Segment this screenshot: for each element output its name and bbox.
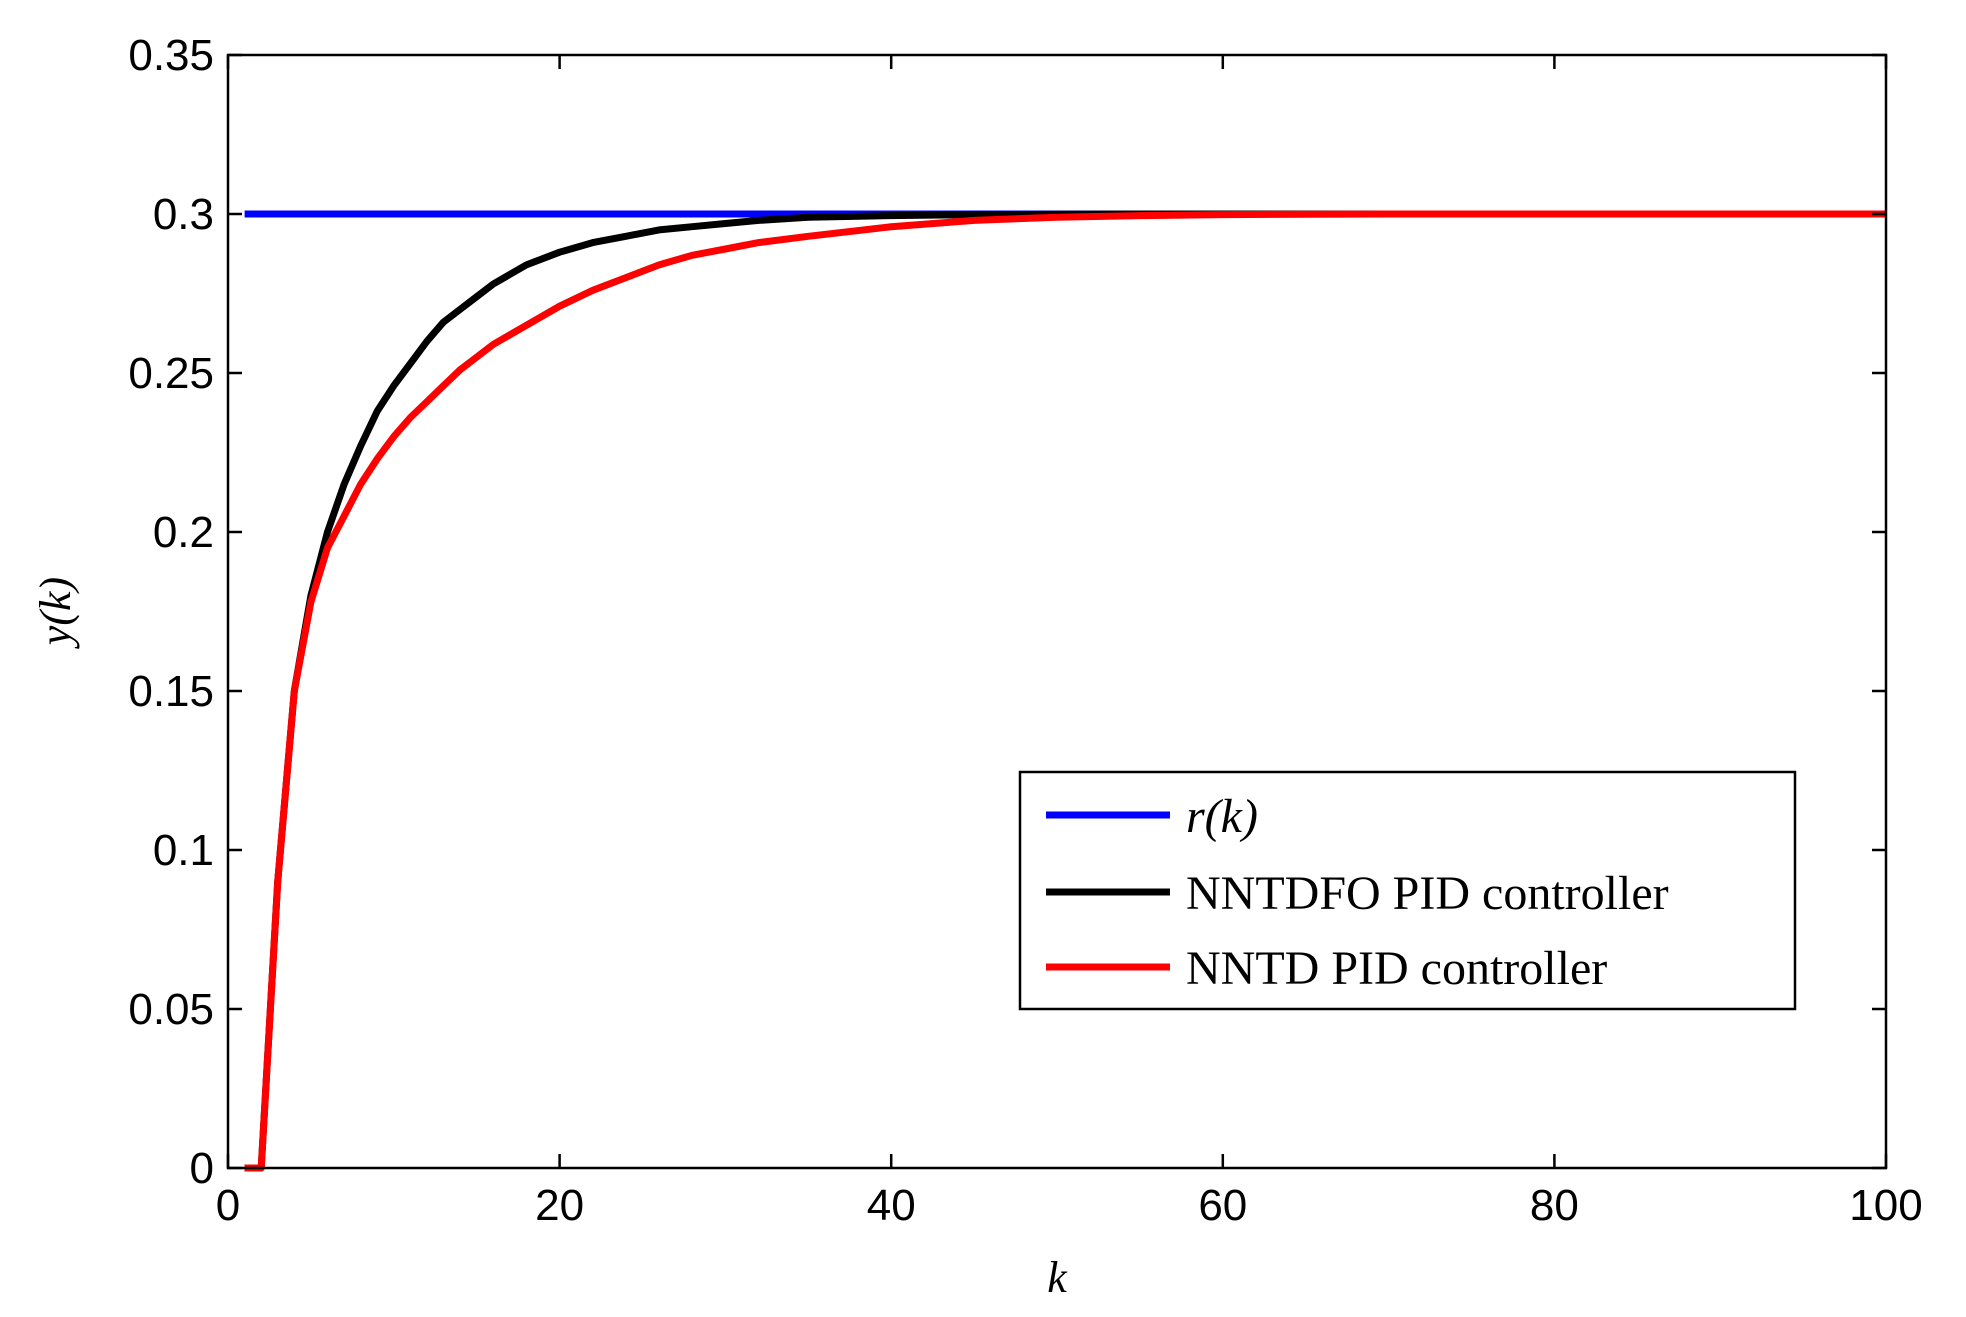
x-tick-label: 100 xyxy=(1849,1181,1922,1230)
y-tick-label: 0.3 xyxy=(153,190,214,239)
y-tick-label: 0.05 xyxy=(128,985,214,1034)
x-tick-label: 40 xyxy=(867,1181,916,1230)
y-tick-label: 0.15 xyxy=(128,667,214,716)
y-tick-label: 0.25 xyxy=(128,349,214,398)
y-tick-label: 0.35 xyxy=(128,31,214,80)
y-tick-label: 0.2 xyxy=(153,508,214,557)
legend-label-nntdfo: NNTDFO PID controller xyxy=(1186,867,1669,920)
x-tick-label: 60 xyxy=(1198,1181,1247,1230)
series-line-2 xyxy=(244,210,1886,1172)
legend-label-nntd: NNTD PID controller xyxy=(1186,942,1607,995)
x-tick-label: 0 xyxy=(216,1181,240,1230)
x-tick-label: 20 xyxy=(535,1181,584,1230)
y-tick-label: 0 xyxy=(190,1144,214,1193)
x-axis-title: k xyxy=(1047,1253,1068,1302)
legend-label-r: r(k) xyxy=(1186,790,1258,843)
plot-frame xyxy=(226,53,1888,1170)
y-axis-title: y(k) xyxy=(31,577,80,649)
series-layer xyxy=(244,210,1886,1172)
x-tick-label: 80 xyxy=(1530,1181,1579,1230)
legend: r(k) NNTDFO PID controller NNTD PID cont… xyxy=(1018,770,1797,1011)
tick-layer: 0 20 40 60 80 100 0 0.05 0.1 0.15 0.2 0.25 0.3 0.35 xyxy=(128,31,1922,1230)
y-tick-label: 0.1 xyxy=(153,826,214,875)
